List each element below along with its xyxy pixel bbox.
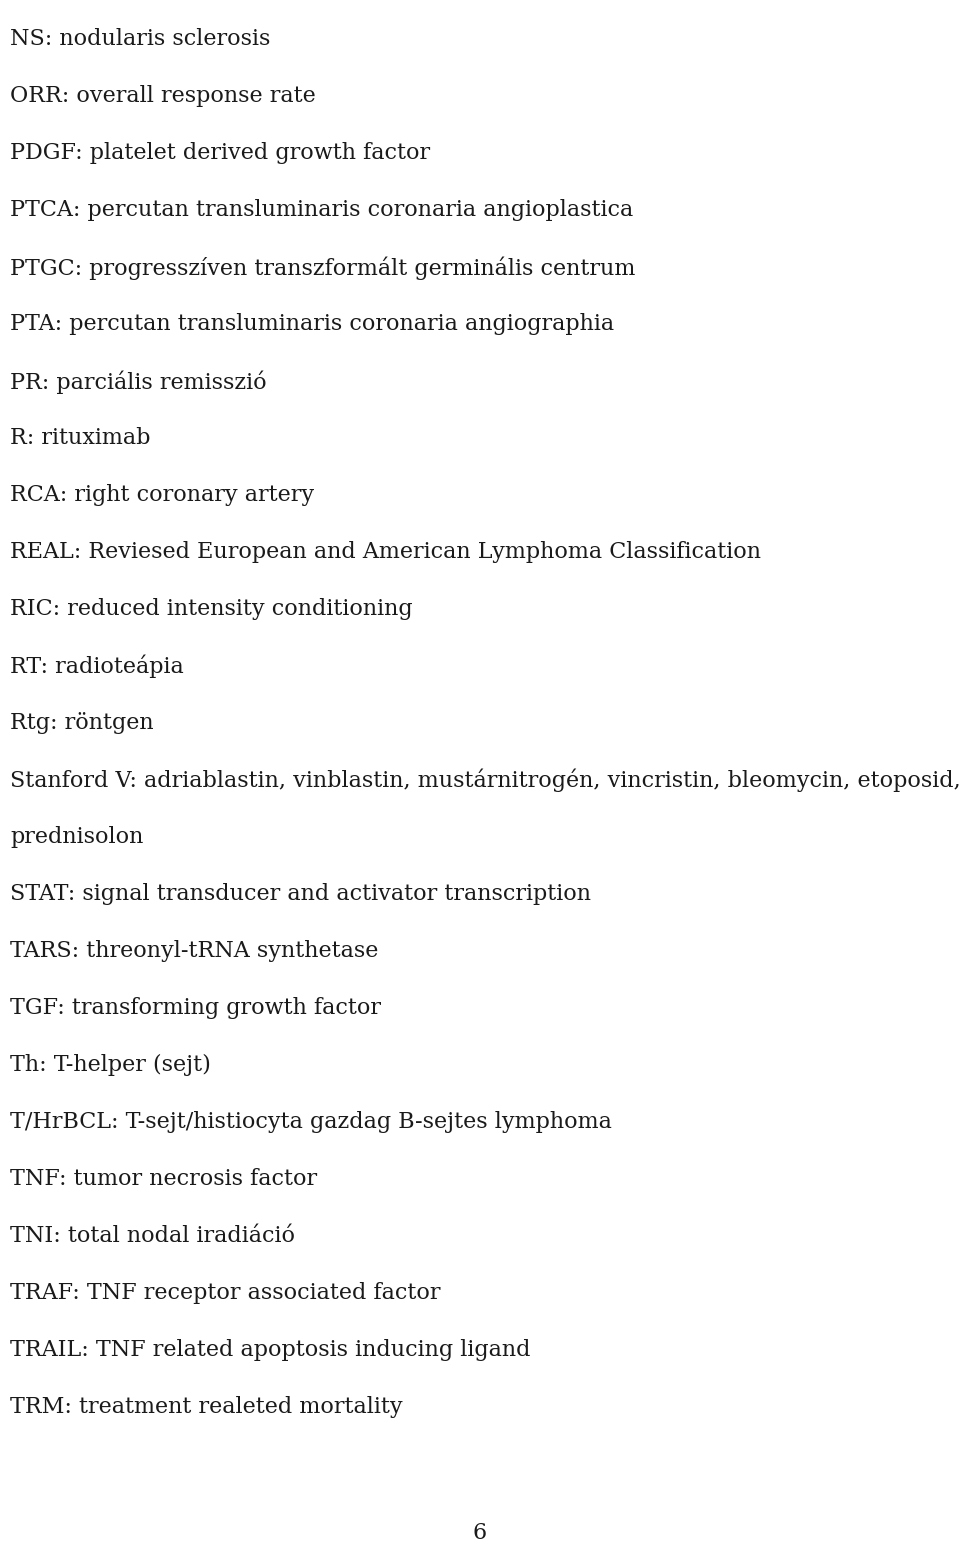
Text: RCA: right coronary artery: RCA: right coronary artery [10,484,314,506]
Text: TRM: treatment realeted mortality: TRM: treatment realeted mortality [10,1395,402,1419]
Text: PTA: percutan transluminaris coronaria angiographia: PTA: percutan transluminaris coronaria a… [10,314,614,335]
Text: PTGC: progresszíven transzformált germinális centrum: PTGC: progresszíven transzformált germin… [10,256,636,279]
Text: PDGF: platelet derived growth factor: PDGF: platelet derived growth factor [10,141,430,165]
Text: TNF: tumor necrosis factor: TNF: tumor necrosis factor [10,1169,317,1190]
Text: TGF: transforming growth factor: TGF: transforming growth factor [10,996,381,1020]
Text: ORR: overall response rate: ORR: overall response rate [10,85,316,107]
Text: TNI: total nodal iradiáció: TNI: total nodal iradiáció [10,1225,295,1246]
Text: STAT: signal transducer and activator transcription: STAT: signal transducer and activator tr… [10,883,591,905]
Text: Rtg: röntgen: Rtg: röntgen [10,712,154,734]
Text: Stanford V: adriablastin, vinblastin, mustárnitrogén, vincristin, bleomycin, eto: Stanford V: adriablastin, vinblastin, mu… [10,768,960,793]
Text: R: rituximab: R: rituximab [10,427,151,449]
Text: RT: radioteápia: RT: radioteápia [10,655,183,678]
Text: prednisolon: prednisolon [10,826,143,847]
Text: TRAIL: TNF related apoptosis inducing ligand: TRAIL: TNF related apoptosis inducing li… [10,1339,531,1361]
Text: TRAF: TNF receptor associated factor: TRAF: TNF receptor associated factor [10,1282,441,1304]
Text: Th: T-helper (sejt): Th: T-helper (sejt) [10,1054,211,1076]
Text: PTCA: percutan transluminaris coronaria angioplastica: PTCA: percutan transluminaris coronaria … [10,199,634,220]
Text: TARS: threonyl-tRNA synthetase: TARS: threonyl-tRNA synthetase [10,941,378,962]
Text: REAL: Reviesed European and American Lymphoma Classification: REAL: Reviesed European and American Lym… [10,542,761,563]
Text: 6: 6 [473,1523,487,1544]
Text: RIC: reduced intensity conditioning: RIC: reduced intensity conditioning [10,598,413,619]
Text: PR: parciális remisszió: PR: parciális remisszió [10,369,267,394]
Text: T/HrBCL: T-sejt/histiocyta gazdag B-sejtes lymphoma: T/HrBCL: T-sejt/histiocyta gazdag B-sejt… [10,1111,612,1133]
Text: NS: nodularis sclerosis: NS: nodularis sclerosis [10,28,271,50]
